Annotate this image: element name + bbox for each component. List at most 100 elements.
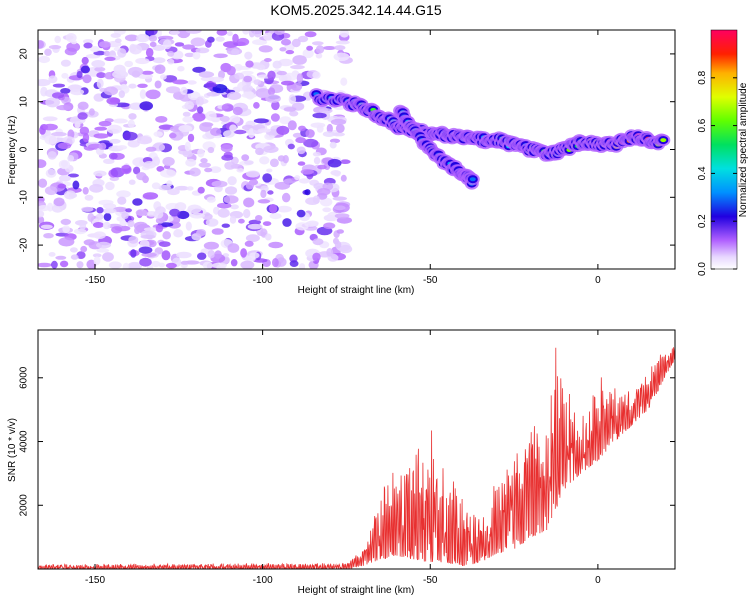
noise-blob: [43, 233, 54, 239]
noise-blob: [153, 210, 164, 219]
noise-blob: [51, 260, 58, 269]
noise-blob: [58, 159, 70, 170]
noise-blob: [156, 166, 165, 172]
noise-blob: [77, 101, 89, 111]
colorbar-label: Normalized spectral amplitude: [738, 82, 749, 217]
noise-blob: [227, 176, 237, 186]
noise-blob: [76, 71, 83, 79]
snr-xtick-label: -150: [85, 575, 105, 586]
noise-blob: [147, 239, 157, 248]
noise-blob: [104, 72, 115, 80]
noise-blob: [119, 219, 128, 227]
noise-blob: [263, 32, 274, 41]
noise-blob: [186, 186, 194, 191]
noise-blob: [327, 158, 342, 168]
noise-blob: [288, 94, 297, 105]
noise-blob: [96, 72, 106, 79]
noise-blob: [51, 131, 67, 137]
noise-blob: [192, 51, 201, 60]
noise-blob: [38, 205, 51, 212]
noise-blob: [339, 244, 353, 254]
noise-blob: [330, 118, 347, 126]
colorbar-tick-label: 0.8: [697, 70, 708, 84]
noise-blob: [104, 56, 116, 62]
noise-blob: [169, 208, 181, 217]
noise-blob: [128, 179, 136, 185]
noise-blob: [45, 168, 57, 178]
noise-blob: [207, 146, 215, 154]
noise-blob: [148, 35, 158, 42]
noise-blob: [128, 83, 137, 89]
noise-blob: [241, 154, 250, 162]
noise-blob: [95, 213, 104, 220]
noise-blob: [145, 47, 154, 58]
noise-blob: [292, 132, 303, 138]
noise-blob: [136, 136, 153, 145]
noise-blob: [305, 129, 315, 138]
noise-blob: [207, 250, 216, 259]
noise-blob: [256, 64, 266, 71]
noise-blob: [287, 120, 297, 131]
colorbar-tick-label: 0.0: [697, 262, 708, 276]
spectrogram-ytick-label: -10: [19, 190, 30, 205]
spectrogram-xtick-label: -50: [423, 275, 438, 286]
noise-blob: [278, 58, 293, 67]
noise-blob: [124, 60, 134, 68]
noise-blob: [217, 202, 232, 209]
noise-blob: [173, 229, 184, 238]
noise-blob: [83, 42, 93, 49]
noise-blob: [154, 64, 166, 74]
noise-blob: [52, 92, 64, 99]
noise-blob: [73, 228, 87, 235]
noise-blob: [121, 212, 129, 220]
noise-blob: [93, 133, 109, 139]
noise-blob: [326, 248, 334, 257]
noise-blob: [263, 145, 279, 153]
noise-blob: [197, 186, 205, 194]
noise-blob: [112, 206, 128, 212]
noise-blob: [139, 101, 153, 111]
noise-blob: [329, 141, 337, 149]
noise-blob: [60, 88, 71, 94]
noise-blob: [211, 228, 224, 235]
noise-blob: [289, 110, 299, 117]
spectrogram-ytick-label: -20: [19, 237, 30, 252]
noise-blob: [195, 96, 204, 107]
noise-blob: [38, 262, 52, 268]
noise-blob: [334, 45, 346, 51]
noise-blob: [42, 116, 58, 122]
noise-blob: [268, 241, 284, 249]
noise-blob: [317, 188, 331, 196]
noise-blob: [178, 125, 193, 132]
noise-blob: [169, 30, 180, 35]
noise-blob: [291, 82, 303, 91]
noise-blob: [274, 181, 291, 190]
noise-blob: [155, 116, 168, 123]
spectrogram-ylabel: Frequency (Hz): [7, 116, 18, 185]
noise-blob: [283, 107, 297, 112]
noise-blob: [223, 195, 239, 204]
noise-blob: [187, 133, 195, 143]
noise-blob: [167, 58, 175, 65]
noise-blob: [276, 125, 290, 135]
noise-blob: [255, 215, 263, 221]
noise-blob: [118, 90, 126, 98]
noise-blob: [315, 45, 325, 54]
noise-blob: [136, 172, 147, 181]
noise-blob: [38, 40, 44, 49]
ridge-mark-core: [660, 138, 667, 143]
noise-blob: [207, 36, 215, 43]
noise-blob: [294, 175, 301, 181]
noise-blob: [211, 180, 228, 188]
noise-blob: [206, 196, 216, 203]
noise-blob: [313, 182, 325, 190]
noise-blob: [219, 115, 230, 122]
noise-blob: [182, 111, 191, 117]
noise-blob: [107, 124, 123, 134]
noise-blob: [336, 229, 344, 234]
noise-blob: [317, 164, 327, 170]
noise-blob: [229, 124, 238, 132]
spectrogram-ytick-label: 20: [19, 48, 30, 60]
noise-blob: [111, 226, 123, 234]
